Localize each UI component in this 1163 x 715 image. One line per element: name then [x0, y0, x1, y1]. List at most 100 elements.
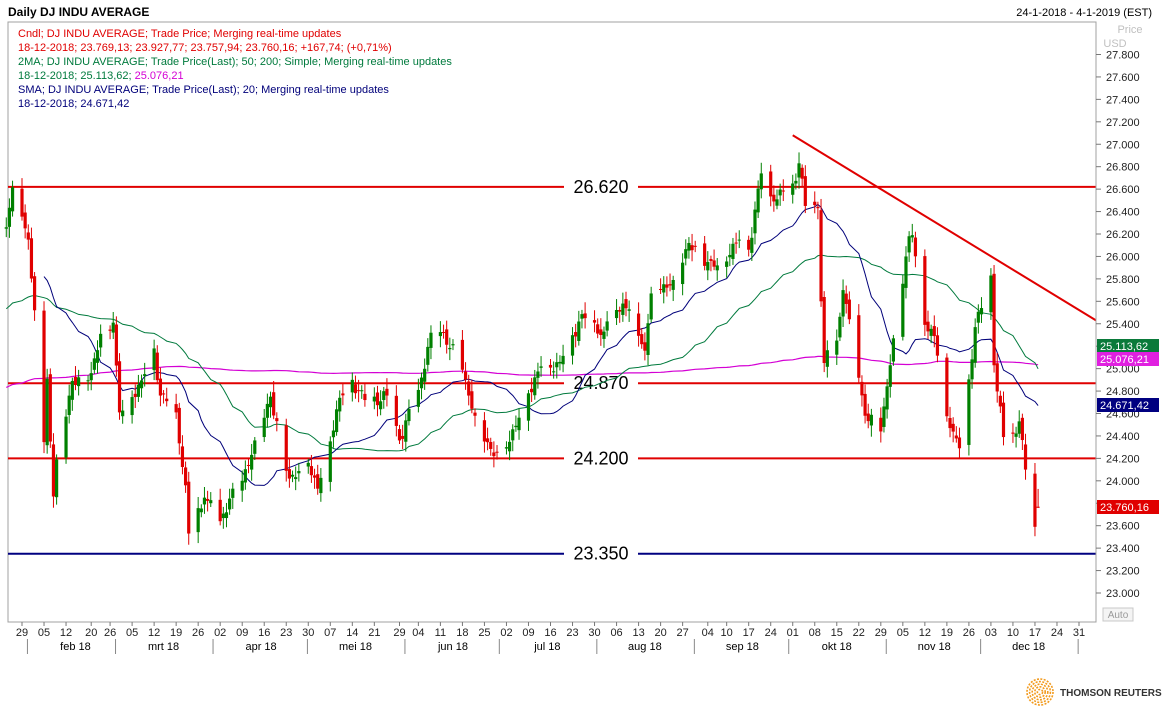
candle-body — [838, 316, 842, 338]
brand-name: THOMSON REUTERS — [1060, 688, 1162, 699]
auto-scale-button[interactable]: Auto — [1102, 607, 1134, 622]
candle-body — [64, 416, 68, 458]
month-label: apr 18 — [245, 641, 276, 653]
x-tick-label: 04 — [702, 627, 714, 639]
candle-body — [552, 371, 556, 373]
x-tick-label: 21 — [368, 627, 380, 639]
candle-body — [976, 311, 980, 323]
level-label-bg — [564, 175, 638, 198]
candle-body — [866, 413, 870, 422]
candle-body — [951, 423, 955, 432]
candle-body — [869, 414, 873, 426]
y-tick-label: 25.000 — [1106, 364, 1140, 376]
y-tick-label: 27.200 — [1106, 117, 1140, 129]
candle-body — [791, 183, 795, 195]
auto-scale-label[interactable]: Auto — [1108, 610, 1129, 621]
candle-body — [750, 237, 754, 253]
month-label: mei 18 — [339, 641, 372, 653]
y-tick-label: 26.800 — [1106, 162, 1140, 174]
candle-body — [973, 327, 977, 363]
candle-body — [297, 471, 301, 474]
candle-body — [228, 498, 232, 510]
candle-body — [495, 451, 499, 453]
candle-body — [517, 417, 521, 431]
level-label: 26.620 — [573, 177, 628, 197]
candle-body — [48, 374, 52, 442]
month-label: dec 18 — [1012, 641, 1045, 653]
candle-body — [923, 256, 927, 325]
candle-body — [187, 481, 191, 534]
candle-body — [621, 303, 625, 315]
candle-body — [385, 388, 389, 396]
candle-body — [526, 393, 531, 421]
candle-body — [470, 391, 474, 409]
candle-body — [404, 420, 408, 442]
candle-body — [844, 293, 848, 304]
candle-body — [253, 440, 257, 454]
candle-body — [20, 188, 24, 217]
candle-body — [416, 389, 420, 407]
candle-body — [426, 346, 430, 365]
candle-body — [224, 512, 229, 519]
candle-body — [813, 201, 817, 206]
candle-body — [583, 313, 587, 319]
candle-body — [775, 199, 779, 206]
candle-body — [888, 365, 892, 387]
candle-body — [341, 393, 345, 396]
candle-body — [460, 339, 465, 370]
x-tick-label: 12 — [919, 627, 931, 639]
candle-body — [1011, 432, 1015, 434]
candle-body — [177, 407, 181, 444]
price-badge-text: 23.760,16 — [1100, 502, 1149, 514]
price-badge — [1097, 398, 1159, 412]
candle-body — [1033, 473, 1037, 527]
y-tick-label: 23.200 — [1106, 566, 1140, 578]
y-tick-label: 26.600 — [1106, 184, 1140, 196]
candle-body — [596, 324, 600, 334]
candle-body — [825, 350, 829, 367]
candle-body — [202, 497, 207, 505]
candle-body — [935, 335, 940, 356]
legend-line: Cndl; DJ INDU AVERAGE; Trade Price; Merg… — [18, 28, 342, 40]
date-range: 24-1-2018 - 4-1-2019 (EST) — [1016, 7, 1152, 19]
x-tick-label: 04 — [412, 627, 424, 639]
x-tick-label: 17 — [1029, 627, 1041, 639]
candle-body — [857, 315, 861, 378]
legend: Cndl; DJ INDU AVERAGE; Trade Price; Merg… — [18, 28, 452, 110]
y-tick-label: 24.000 — [1106, 476, 1140, 488]
plot-frame — [7, 21, 1097, 623]
price-axis-label: Price — [1117, 24, 1142, 36]
candle-body — [379, 401, 383, 410]
candle-body — [272, 392, 276, 416]
candle-body — [26, 232, 30, 240]
candle-body — [309, 466, 314, 476]
x-tick-label: 16 — [544, 627, 556, 639]
candle-body — [294, 477, 298, 480]
x-tick-label: 24 — [1051, 627, 1063, 639]
candle-body — [319, 477, 323, 494]
candle-body — [284, 425, 288, 471]
candle-body — [136, 384, 140, 397]
x-tick-label: 20 — [654, 627, 666, 639]
candle-body — [640, 334, 644, 345]
x-tick-label: 02 — [214, 627, 226, 639]
x-tick-label: 22 — [853, 627, 865, 639]
candle-body — [781, 190, 785, 192]
candle-body — [891, 338, 895, 362]
ma200-line — [6, 355, 1039, 388]
x-tick-label: 02 — [500, 627, 512, 639]
candle-body — [401, 435, 405, 439]
candle-body — [879, 417, 883, 432]
x-tick-label: 19 — [941, 627, 953, 639]
candle-body — [646, 323, 650, 355]
candle-body — [759, 173, 763, 190]
candle-body — [1023, 444, 1028, 470]
candle-body — [684, 249, 688, 259]
x-tick-label: 05 — [126, 627, 138, 639]
candle-body — [734, 242, 738, 244]
candle-body — [55, 459, 59, 498]
candle-body — [183, 467, 188, 486]
legend-line: 18-12-2018; 24.671,42 — [18, 98, 129, 110]
candle-body — [77, 377, 81, 387]
x-tick-label: 16 — [258, 627, 270, 639]
